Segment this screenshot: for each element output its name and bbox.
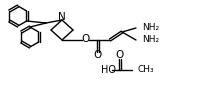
Text: N: N: [58, 12, 66, 22]
Text: HO: HO: [101, 65, 116, 75]
Text: CH₃: CH₃: [137, 66, 154, 75]
Text: O: O: [81, 34, 89, 44]
Text: O: O: [116, 51, 124, 61]
Text: NH₂: NH₂: [142, 23, 159, 31]
Text: O: O: [94, 51, 102, 61]
Text: NH₂: NH₂: [142, 34, 159, 44]
